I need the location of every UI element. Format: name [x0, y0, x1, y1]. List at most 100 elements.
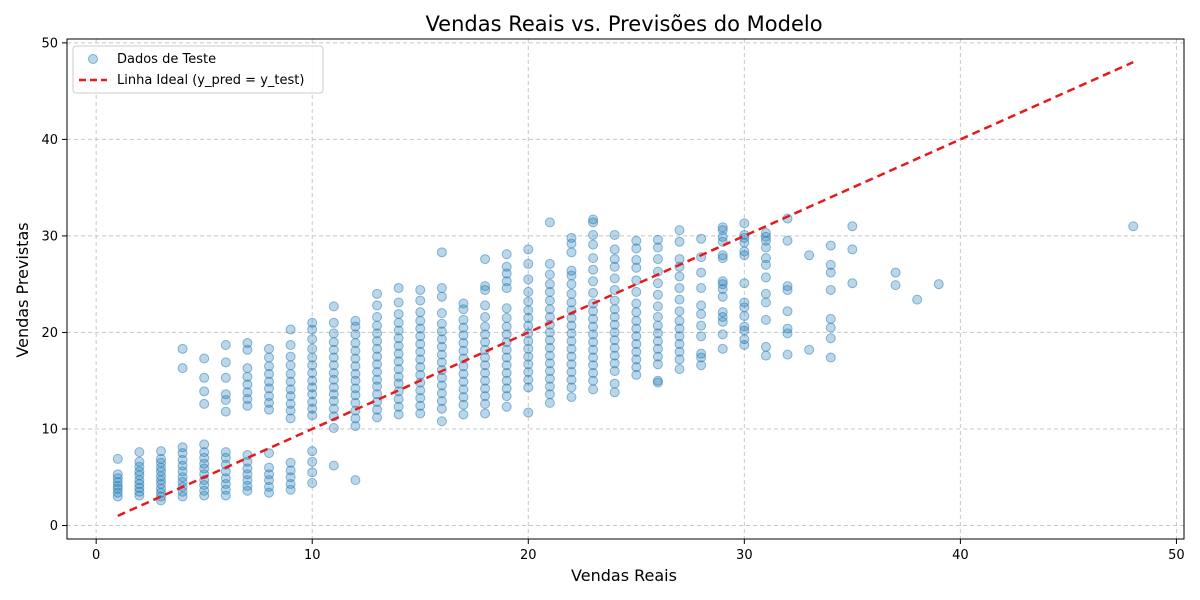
scatter-points [112, 213, 1139, 506]
data-point [393, 401, 404, 412]
data-point [436, 247, 447, 258]
data-point [609, 244, 620, 255]
y-axis: 0 10 20 30 40 50 [41, 36, 67, 534]
data-point [717, 231, 728, 242]
data-point [372, 336, 383, 347]
x-axis: 0 10 20 30 40 50 [92, 539, 1185, 563]
data-point [588, 214, 599, 225]
data-point [717, 250, 728, 261]
data-point [242, 450, 253, 461]
data-point [285, 413, 296, 424]
data-point [674, 331, 685, 342]
data-point [717, 307, 728, 318]
data-point [717, 253, 728, 264]
data-point [350, 315, 361, 326]
data-point [760, 228, 771, 239]
data-point [328, 395, 339, 406]
data-point [328, 360, 339, 371]
data-point [328, 337, 339, 348]
data-point [544, 366, 555, 377]
data-point [480, 284, 491, 295]
data-point [544, 295, 555, 306]
data-point [544, 335, 555, 346]
data-point [674, 236, 685, 247]
data-point [523, 286, 534, 297]
data-point [199, 386, 210, 397]
data-point [782, 323, 793, 334]
data-point [631, 362, 642, 373]
data-point [501, 268, 512, 279]
data-point [760, 341, 771, 352]
data-point [328, 460, 339, 471]
data-point [609, 229, 620, 240]
data-point [307, 375, 318, 386]
data-point [307, 396, 318, 407]
data-point [717, 225, 728, 236]
data-point [631, 275, 642, 286]
data-point [307, 410, 318, 421]
data-point [674, 364, 685, 375]
data-point [134, 447, 145, 458]
data-point [112, 480, 123, 491]
data-point [566, 336, 577, 347]
data-point [523, 274, 534, 285]
data-point [674, 339, 685, 350]
data-point [544, 389, 555, 400]
data-point [609, 350, 620, 361]
x-tick-label: 0 [92, 548, 100, 563]
data-point [674, 225, 685, 236]
data-point [652, 266, 663, 277]
data-point [523, 244, 534, 255]
data-point [242, 394, 253, 405]
data-point [220, 357, 231, 368]
data-point [760, 314, 771, 325]
data-point [199, 353, 210, 364]
data-point [307, 334, 318, 345]
data-point [825, 267, 836, 278]
data-point [544, 381, 555, 392]
data-point [631, 286, 642, 297]
data-point [480, 352, 491, 363]
data-point [696, 360, 707, 371]
data-point [631, 262, 642, 273]
data-point [134, 456, 145, 467]
data-point [760, 288, 771, 299]
data-point [501, 283, 512, 294]
data-point [523, 407, 534, 418]
data-point [285, 324, 296, 335]
data-point [652, 343, 663, 354]
data-point [328, 301, 339, 312]
data-point [609, 342, 620, 353]
data-point [307, 352, 318, 363]
data-point [415, 346, 426, 357]
data-point [739, 297, 750, 308]
data-point [696, 267, 707, 278]
data-point [436, 388, 447, 399]
data-point [350, 375, 361, 386]
data-point [717, 222, 728, 233]
data-point [588, 329, 599, 340]
data-point [350, 361, 361, 372]
data-point [696, 331, 707, 342]
data-point [285, 384, 296, 395]
data-point [739, 321, 750, 332]
data-point [436, 341, 447, 352]
data-point [372, 300, 383, 311]
data-point [307, 467, 318, 478]
data-point [588, 287, 599, 298]
data-point [588, 344, 599, 355]
data-point [501, 391, 512, 402]
data-point [588, 276, 599, 287]
data-point [501, 344, 512, 355]
data-point [717, 276, 728, 287]
data-point [242, 371, 253, 382]
data-point [501, 352, 512, 363]
data-point [566, 320, 577, 331]
data-point [285, 360, 296, 371]
data-point [372, 351, 383, 362]
data-point [652, 278, 663, 289]
data-point [415, 393, 426, 404]
data-point [631, 235, 642, 246]
data-point [652, 351, 663, 362]
